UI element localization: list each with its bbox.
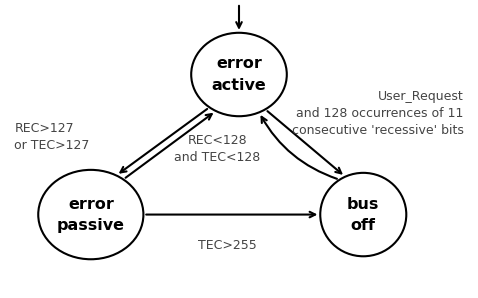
- Text: REC>127
or TEC>127: REC>127 or TEC>127: [14, 122, 90, 152]
- Ellipse shape: [320, 173, 406, 256]
- Text: error
active: error active: [212, 57, 266, 92]
- Ellipse shape: [191, 33, 287, 116]
- Text: error
passive: error passive: [57, 197, 125, 232]
- Text: TEC>255: TEC>255: [198, 239, 256, 252]
- Text: User_Request
and 128 occurrences of 11
consecutive 'recessive' bits: User_Request and 128 occurrences of 11 c…: [292, 90, 464, 137]
- Text: bus
off: bus off: [347, 197, 380, 232]
- Ellipse shape: [38, 170, 143, 259]
- Text: REC<128
and TEC<128: REC<128 and TEC<128: [174, 134, 261, 164]
